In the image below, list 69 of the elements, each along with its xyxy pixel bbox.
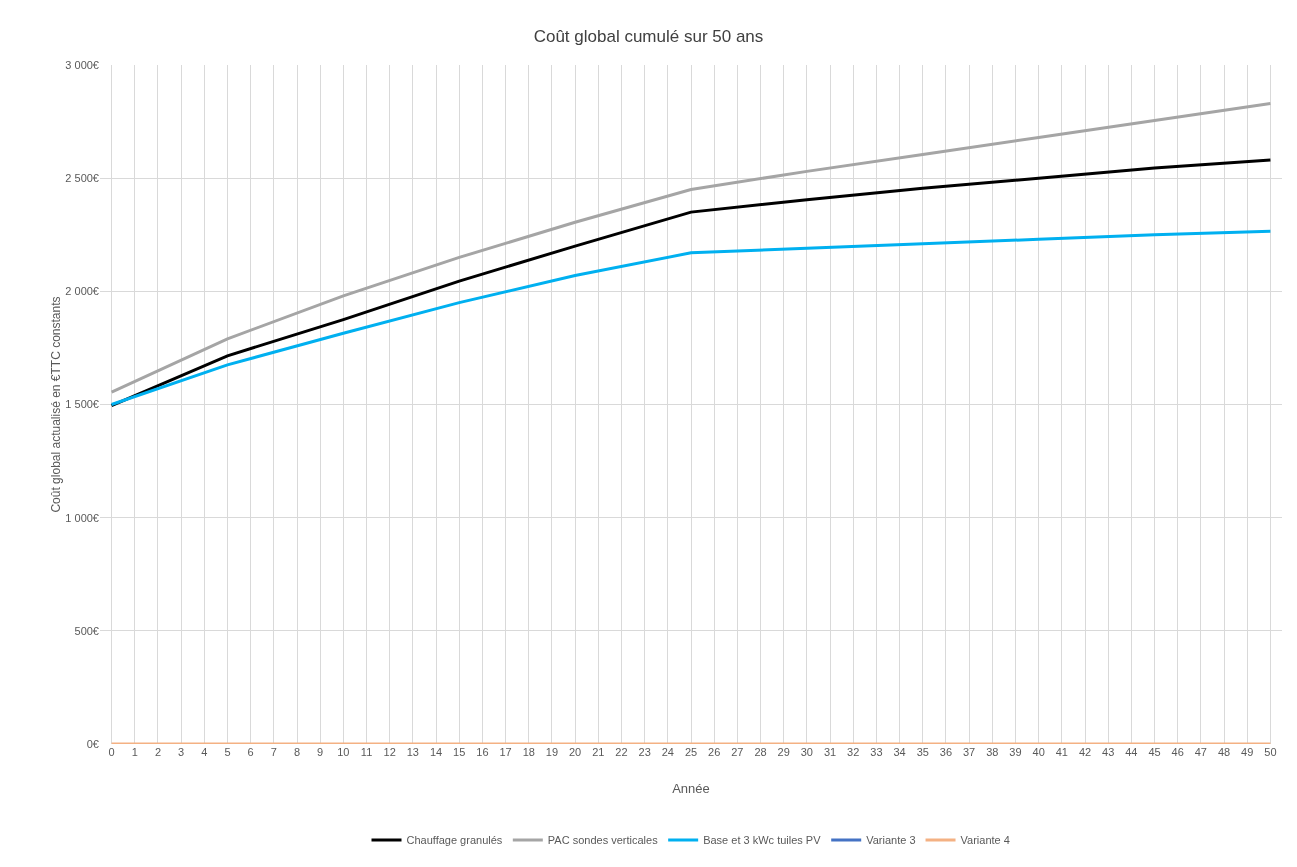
x-tick-label: 36: [939, 746, 953, 758]
x-tick-label: 33: [870, 746, 883, 758]
x-tick-label: 10: [337, 746, 350, 758]
legend-label: Chauffage granulés: [406, 834, 503, 847]
x-tick-label: 4: [201, 746, 208, 758]
x-tick-label: 46: [1171, 746, 1184, 758]
legend-label: Base et 3 kWc tuiles PV: [703, 834, 822, 847]
y-tick-label: 0€: [86, 737, 99, 750]
chart-title: Coût global cumulé sur 50 ans: [533, 27, 764, 47]
x-tick-label: 15: [453, 746, 466, 758]
x-tick-label: 18: [522, 746, 535, 758]
x-axis-title: Année: [672, 781, 710, 796]
line-series: [110, 101, 1272, 394]
x-tick-label: 23: [638, 746, 651, 758]
legend-label: Variante 4: [960, 834, 1010, 847]
x-tick-label: 48: [1217, 746, 1231, 758]
x-tick-label: 50: [1264, 746, 1277, 758]
x-tick-label: 9: [317, 746, 324, 758]
x-tick-label: 32: [847, 746, 860, 758]
y-tick-label: 500€: [74, 624, 99, 637]
y-axis-title: Coût global actualisé en €TTC constants: [49, 296, 64, 513]
x-tick-label: 26: [708, 746, 721, 758]
y-tick-label: 2 000€: [65, 285, 99, 298]
x-tick-label: 1: [131, 746, 138, 758]
x-tick-label: 16: [476, 746, 489, 758]
x-tick-label: 27: [731, 746, 744, 758]
y-tick-label: 1 500€: [65, 398, 99, 411]
x-tick-label: 29: [777, 746, 790, 758]
x-tick-label: 37: [962, 746, 976, 758]
x-tick-label: 8: [293, 746, 301, 758]
x-tick-label: 41: [1055, 746, 1068, 758]
x-tick-label: 40: [1032, 746, 1045, 758]
x-tick-label: 17: [499, 746, 512, 758]
y-tick-label: 3 000€: [65, 58, 99, 71]
line-series: [110, 229, 1272, 406]
x-tick-label: 44: [1125, 746, 1138, 758]
x-tick-label: 25: [684, 746, 698, 758]
y-tick-label: 2 500€: [65, 172, 99, 185]
x-tick-label: 24: [661, 746, 674, 758]
legend-label: Variante 3: [866, 834, 916, 847]
y-tick-label: 1 000€: [65, 511, 99, 524]
x-tick-label: 42: [1078, 746, 1092, 758]
x-tick-label: 35: [916, 746, 929, 758]
x-tick-label: 30: [800, 746, 814, 758]
x-tick-label: 39: [1009, 746, 1022, 758]
line-series: [110, 158, 1272, 408]
x-tick-label: 5: [224, 746, 231, 758]
x-tick-label: 7: [270, 746, 277, 758]
x-tick-label: 12: [383, 746, 396, 758]
x-tick-label: 11: [360, 746, 373, 758]
x-tick-label: 0: [108, 746, 115, 758]
x-tick-label: 6: [247, 746, 254, 758]
x-tick-label: 20: [568, 746, 582, 758]
x-tick-label: 49: [1241, 746, 1254, 758]
x-tick-label: 13: [406, 746, 420, 758]
x-tick-label: 38: [986, 746, 999, 758]
x-tick-label: 14: [429, 746, 443, 758]
x-tick-label: 21: [592, 746, 605, 758]
legend-label: PAC sondes verticales: [547, 834, 659, 847]
x-tick-label: 31: [823, 746, 837, 758]
x-tick-label: 22: [615, 746, 628, 758]
x-tick-label: 43: [1102, 746, 1115, 758]
x-tick-label: 2: [154, 746, 161, 758]
x-tick-label: 28: [754, 746, 767, 758]
x-tick-label: 47: [1194, 746, 1208, 758]
x-tick-label: 3: [178, 746, 185, 758]
x-tick-label: 34: [893, 746, 906, 758]
x-tick-label: 45: [1148, 746, 1161, 758]
x-tick-label: 19: [545, 746, 559, 758]
